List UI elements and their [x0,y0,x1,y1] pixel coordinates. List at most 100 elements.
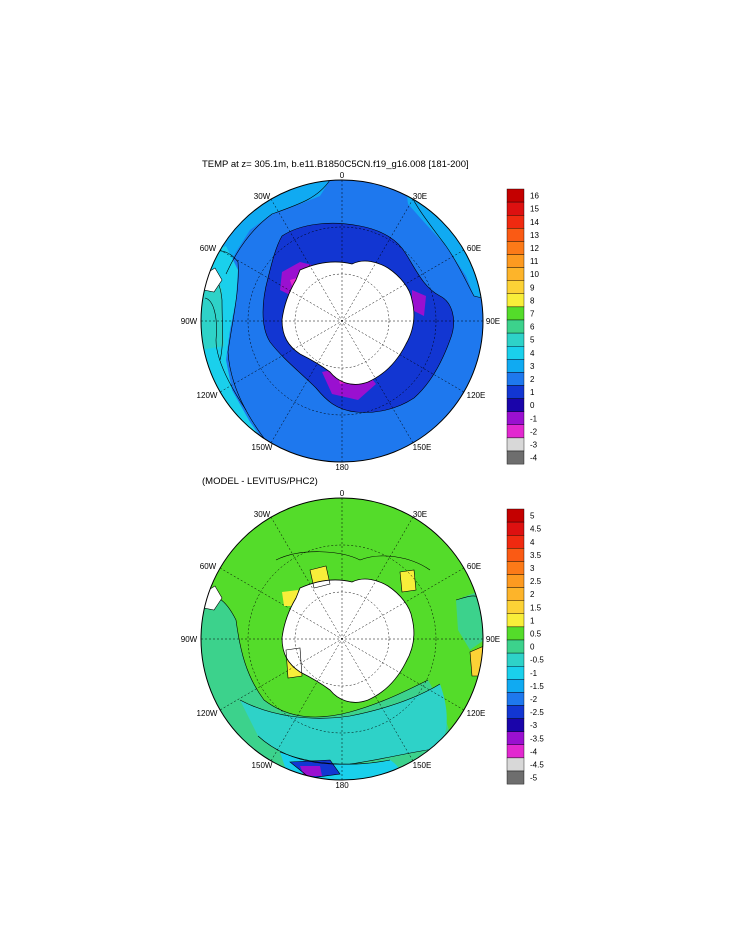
panel2-colorbar: 5 4.5 4 3.5 3 2.5 2 1.5 1 0.5 0 -0.5 -1 -1.5 -2 -2.5 -3 -… [506,508,544,785]
panel2-lon-label: 30W [254,510,271,519]
colorbar-swatch [506,521,525,536]
colorbar-swatch [506,241,525,255]
colorbar-label: 14 [530,218,539,227]
colorbar-swatch [506,372,525,386]
colorbar-swatch [506,679,525,693]
panel1-lon-labels: 0 30E 60E 90E 120E 150E 180 150W 120W 90… [181,171,500,472]
colorbar-swatch [506,411,525,426]
colorbar-swatch [506,280,525,295]
colorbar-swatch [506,508,525,523]
colorbar-swatch [506,731,525,746]
panel2-lon-label: 150E [413,761,432,770]
panel1-lon-label: 150E [413,443,432,452]
panel1-lon-label: 60W [200,244,217,253]
panel2-lon-label: 0 [340,489,345,498]
panel1-lon-label: 60E [467,244,481,253]
colorbar-label: -0.5 [530,656,544,665]
colorbar-label: 1 [530,388,535,397]
panel1-lon-label: 120W [197,391,218,400]
colorbar-swatch [506,267,525,281]
panel1-lon-label: 120E [467,391,486,400]
colorbar-label: 7 [530,309,535,318]
colorbar-swatch [506,587,525,601]
colorbar-label: -1.5 [530,682,544,691]
colorbar-swatch [506,770,525,785]
colorbar-swatch [506,293,525,308]
panel1-lon-label: 0 [340,171,345,180]
colorbar-swatch [506,626,525,641]
panel1-graticule [201,180,483,462]
panel1-lon-label: 90W [181,317,198,326]
colorbar-label: 2.5 [530,577,542,586]
colorbar-swatch [506,639,525,654]
panel1-lon-label: 150W [252,443,273,452]
panel2-antarctica [281,578,415,703]
panel2-lon-label: 60E [467,562,481,571]
colorbar-label: -2.5 [530,708,544,717]
panel2-lon-label: 60W [200,562,217,571]
panel2-field-pos-2 [400,570,416,592]
colorbar-swatch [506,692,525,706]
panel1-map [200,179,484,463]
colorbar-label: -1 [530,669,538,678]
colorbar-label: -2 [530,427,538,436]
colorbar-label: -2 [530,695,538,704]
colorbar-swatch [506,424,525,439]
colorbar-label: 2 [530,590,535,599]
colorbar-label: -3.5 [530,734,544,743]
colorbar-label: 4 [530,538,535,547]
colorbar-swatch [506,574,525,588]
colorbar-swatch [506,613,525,628]
colorbar-swatch [506,718,525,732]
colorbar-swatch [506,744,525,759]
panel1-antarctica [281,260,415,385]
colorbar-label: 3 [530,362,535,371]
panel2-lon-label: 150W [252,761,273,770]
panel2-lon-label: 180 [335,781,349,790]
colorbar-label: -5 [530,774,538,783]
panel2-contours [201,551,483,779]
colorbar-label: 13 [530,231,539,240]
colorbar-swatch [506,652,525,667]
colorbar-swatch [506,666,525,680]
colorbar-label: 3.5 [530,551,542,560]
colorbar-label: 3 [530,564,535,573]
colorbar-label: -4 [530,747,538,756]
colorbar-label: 11 [530,257,539,266]
panel1-field-coldest-east [412,290,426,316]
colorbar-swatch [506,398,525,412]
colorbar-swatch [506,214,525,229]
panel2-lon-labels: 0 30E 60E 90E 120E 150E 180 150W 120W 90… [181,489,500,790]
panel1-lon-label: 180 [335,463,349,472]
panel2-field-min [300,766,322,776]
colorbar-label: -4.5 [530,760,544,769]
colorbar-swatch [506,346,525,360]
colorbar-label: 1.5 [530,603,542,612]
panel2-lon-label: 90E [486,635,500,644]
colorbar-swatch [506,450,525,465]
colorbar-label: 0 [530,401,535,410]
colorbar-label: -3 [530,440,538,449]
colorbar-label: -4 [530,454,538,463]
colorbar-label: 0 [530,643,535,652]
colorbar-label: 5 [530,336,535,345]
colorbar-label: -1 [530,414,538,423]
colorbar-label: -3 [530,721,538,730]
colorbar-swatch [506,437,525,452]
colorbar-swatch [506,548,525,562]
panel2-title: (MODEL - LEVITUS/PHC2) [202,476,318,487]
colorbar-swatch [506,188,525,203]
colorbar-label: 10 [530,270,539,279]
colorbar-label: 12 [530,244,539,253]
colorbar-label: 16 [530,192,539,201]
panel2-map-border [200,497,484,781]
colorbar-swatch [506,757,525,772]
panel2-lon-label: 90W [181,635,198,644]
colorbar-label: 4 [530,349,535,358]
panel1-map-border [200,179,484,463]
panel1-lon-label: 90E [486,317,500,326]
colorbar-swatch [506,254,525,268]
panel2-field-east-negative [456,590,483,650]
